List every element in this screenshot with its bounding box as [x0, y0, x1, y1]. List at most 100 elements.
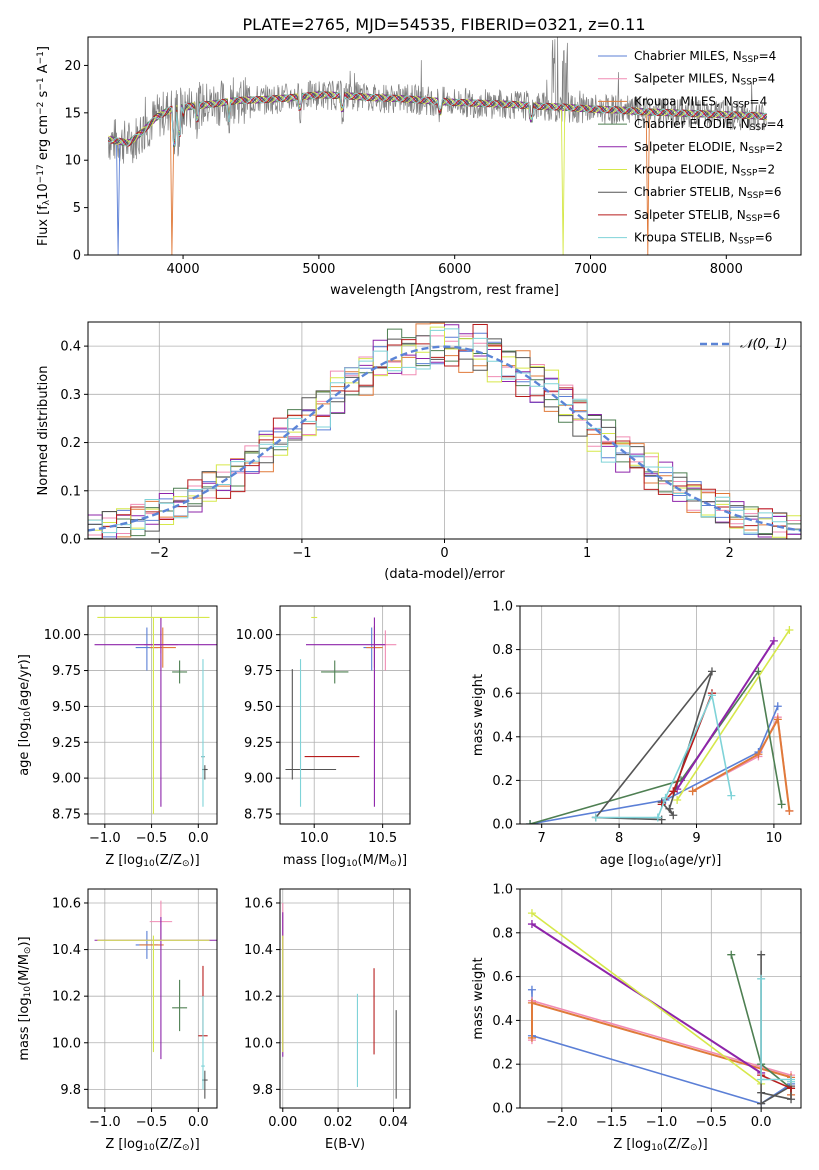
y-tick-label: 9.8: [252, 1083, 273, 1098]
plot-area: [88, 322, 801, 539]
legend-text: Chabrier MILES, N: [634, 49, 742, 63]
y-tick-label: 0.0: [492, 1102, 513, 1117]
plot-area: [108, 37, 768, 255]
x-axis-label: Z [log10(Z/Z⊙)]: [613, 1137, 707, 1153]
plus-marker: [757, 950, 766, 959]
legend-text: Kroupa ELODIE, N: [634, 163, 741, 177]
x-tick-label: 7: [538, 831, 546, 846]
y-tick-label: 1.0: [492, 883, 513, 898]
x-tick-label: 1: [583, 546, 591, 561]
axes-frame: [519, 888, 802, 1109]
x-tick-label: −1.0: [89, 831, 121, 846]
label-part: ⊙: [23, 947, 33, 955]
label-part: (M/M: [17, 954, 32, 986]
legend-entry: Salpeter ELODIE, NSSP=2: [634, 140, 783, 156]
y-tick-label: 0.4: [60, 340, 81, 355]
histogram-step: [88, 335, 801, 536]
series-line: [760, 1074, 792, 1090]
label-part: A: [36, 64, 51, 77]
plus-marker: [773, 702, 782, 711]
x-tick-label: 8000: [710, 262, 743, 277]
label-part: Z [log: [105, 1137, 143, 1152]
x-tick-label: −2.0: [546, 1115, 578, 1130]
plus-marker: [754, 750, 763, 759]
legend-entry: Chabrier STELIB, NSSP=6: [634, 185, 782, 201]
y-tick-label: 10.0: [52, 1036, 81, 1051]
series-line: [692, 716, 791, 812]
y-axis-label: Normed distribution: [36, 366, 51, 496]
label-part: 10: [23, 986, 33, 998]
y-tick-label: 0.0: [492, 818, 513, 833]
x-tick-label: 10: [766, 831, 783, 846]
plus-marker: [527, 909, 536, 918]
label-part: 10: [346, 859, 358, 869]
y-tick-label: 0: [73, 249, 81, 264]
plus-marker: [665, 804, 674, 813]
legend-sub: SSP: [742, 55, 759, 65]
label-part: λ: [42, 199, 52, 205]
y-tick-label: 15: [64, 106, 81, 121]
plus-marker: [769, 636, 778, 645]
y-tick-label: 0.4: [492, 730, 513, 745]
label-part: (Z/Z: [663, 1137, 690, 1152]
y-tick-label: 0.6: [492, 970, 513, 985]
plus-marker: [785, 625, 794, 634]
plus-marker: [754, 667, 763, 676]
plus-marker: [787, 1077, 796, 1086]
label-part: Z [log: [105, 853, 143, 868]
y-tick-label: 9.8: [60, 1083, 81, 1098]
y-axis-label: mass weight: [471, 674, 486, 756]
legend-tail: =4: [766, 117, 784, 131]
panel-age-vs-mass: 10.0 10.5 8.75 9.00 9.25 9.50 9.75 10.00 mass [l…: [236, 605, 411, 869]
legend-text: Chabrier ELODIE, N: [634, 117, 750, 131]
y-tick-label: 1.0: [492, 600, 513, 615]
label-part: mass [log: [17, 997, 32, 1060]
legend-entry: Chabrier ELODIE, NSSP=4: [634, 117, 784, 133]
axes-frame: [279, 888, 411, 1109]
legend-entry: Chabrier MILES, NSSP=4: [634, 49, 776, 65]
x-tick-label: −0.5: [136, 831, 168, 846]
label-part: 10: [36, 183, 51, 200]
plus-marker: [527, 1033, 536, 1042]
x-tick-label: 0.0: [188, 1115, 209, 1130]
label-part: mass [log: [283, 853, 346, 868]
y-tick-label: 9.50: [244, 700, 273, 715]
legend-tail: =4: [757, 72, 775, 86]
legend-entry: Salpeter MILES, NSSP=4: [634, 72, 775, 88]
y-tick-label: 0.6: [492, 687, 513, 702]
x-axis-label: Z [log10(Z/Z⊙)]: [105, 853, 199, 869]
x-tick-label: 0.04: [379, 1115, 408, 1130]
x-tick-label: 0.0: [751, 1115, 772, 1130]
x-tick-label: 10.0: [300, 831, 329, 846]
y-tick-label: 0.8: [492, 926, 513, 941]
plus-marker: [527, 920, 536, 929]
label-part: )]: [190, 1137, 200, 1152]
series-line: [676, 640, 775, 790]
x-tick-label: 0.0: [188, 831, 209, 846]
model-spectrum-line: [108, 91, 768, 147]
x-tick-label: 6000: [438, 262, 471, 277]
x-tick-label: 8: [615, 831, 623, 846]
plot-area: [94, 900, 217, 1099]
y-tick-label: 5: [73, 201, 81, 216]
x-axis-label: mass [log10(M/M⊙)]: [283, 853, 407, 869]
series-line: [529, 669, 783, 824]
legend-tail: =4: [750, 94, 768, 108]
x-tick-label: −0.5: [136, 1115, 168, 1130]
plot-area: [282, 902, 397, 1099]
legend-tail: =6: [763, 208, 781, 222]
label-part: ]: [36, 46, 51, 51]
panel-age-vs-Z: −1.0 −0.5 0.0 8.75 9.00 9.25 9.50 9.75 10.00 Z [l…: [17, 605, 218, 869]
label-part: age [log: [600, 853, 653, 868]
y-axis-label: mass weight: [471, 957, 486, 1039]
y-tick-label: 10: [64, 154, 81, 169]
plus-marker: [707, 691, 716, 700]
plus-marker: [591, 813, 600, 822]
label-part: (Z/Z: [155, 1137, 182, 1152]
x-axis-label: age [log10(age/yr)]: [600, 853, 722, 869]
plus-marker: [787, 1095, 796, 1104]
panel-mass-vs-Z: −1.0 −0.5 0.09.810.010.210.410.6Z [log10(Z…: [17, 888, 218, 1153]
y-tick-label: 10.2: [52, 990, 81, 1005]
label-part: (age/yr)]: [664, 853, 721, 868]
